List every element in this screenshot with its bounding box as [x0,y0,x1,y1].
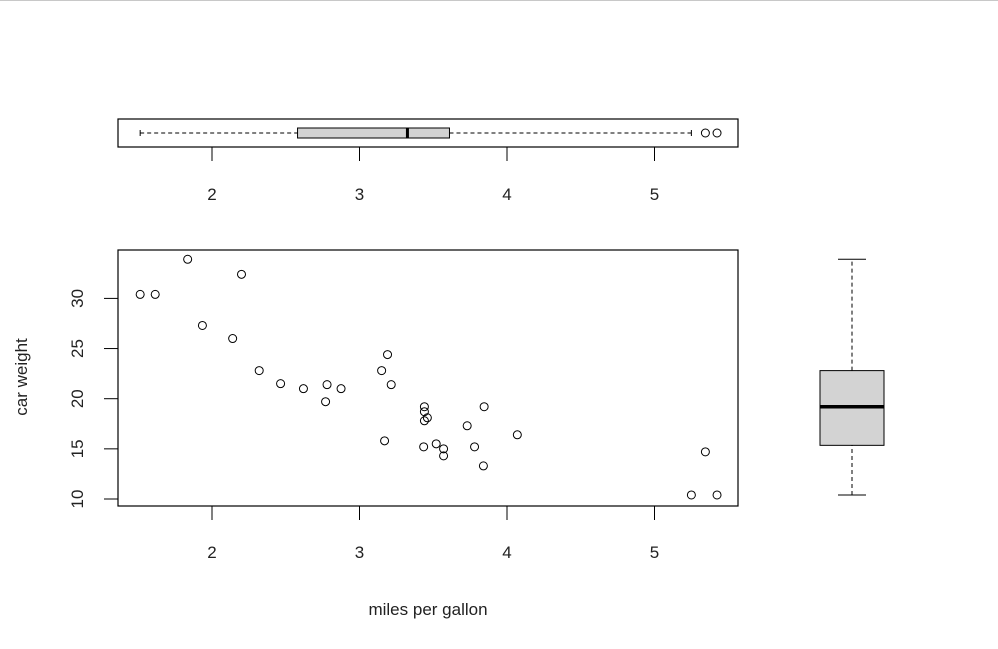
scatter-point [322,380,332,390]
scatter-point [150,289,160,299]
top-x-tick-label: 5 [650,185,659,204]
scatter-point [321,397,331,407]
top-x-tick-label: 3 [355,185,364,204]
scatter-point [419,402,429,412]
y-tick-label: 20 [68,389,87,408]
y-tick-label: 10 [68,490,87,509]
scatter-point [183,254,193,264]
x-tick-label: 3 [355,543,364,562]
scatter-point [512,430,522,440]
scatter-point [419,442,429,452]
top-boxplot-frame [117,118,739,148]
y-tick-label: 25 [68,339,87,358]
top-box [297,127,450,139]
scatter-point [237,269,246,279]
x-tick-label: 2 [207,543,216,562]
x-tick-label: 5 [650,543,659,562]
scatter-point [377,366,387,376]
scatter-point [380,436,390,446]
top-outlier [712,128,722,138]
scatter-point [712,490,722,500]
scatter-point [276,379,286,389]
scatter-point [479,402,489,412]
scatter-point [700,447,710,457]
scatter-point [197,320,207,330]
scatter-point [419,416,429,426]
scatter-point [470,442,480,452]
scatter-point [462,421,472,431]
x-tick-label: 4 [502,543,511,562]
scatter-point [298,384,308,394]
scatter-point [478,461,488,471]
top-x-tick-label: 4 [502,185,511,204]
x-axis-label: miles per gallon [368,600,487,619]
scatter-frame [117,249,739,507]
scatter-point [254,366,264,376]
y-tick-label: 15 [68,439,87,458]
scatter-point [439,451,449,461]
top-outlier [700,128,710,138]
scatter-point [336,384,346,394]
top-x-tick-label: 2 [207,185,216,204]
y-axis-label: car weight [12,338,31,416]
scatter-point [228,334,238,344]
scatter-point [135,289,145,299]
scatter-point [686,490,696,500]
scatter-point [439,444,449,454]
scatter-point [386,380,396,390]
y-tick-label: 30 [68,289,87,308]
scatter-point [383,350,393,360]
scatter-point [431,439,441,449]
scatter-point [419,407,429,417]
scatter-point [422,413,432,423]
